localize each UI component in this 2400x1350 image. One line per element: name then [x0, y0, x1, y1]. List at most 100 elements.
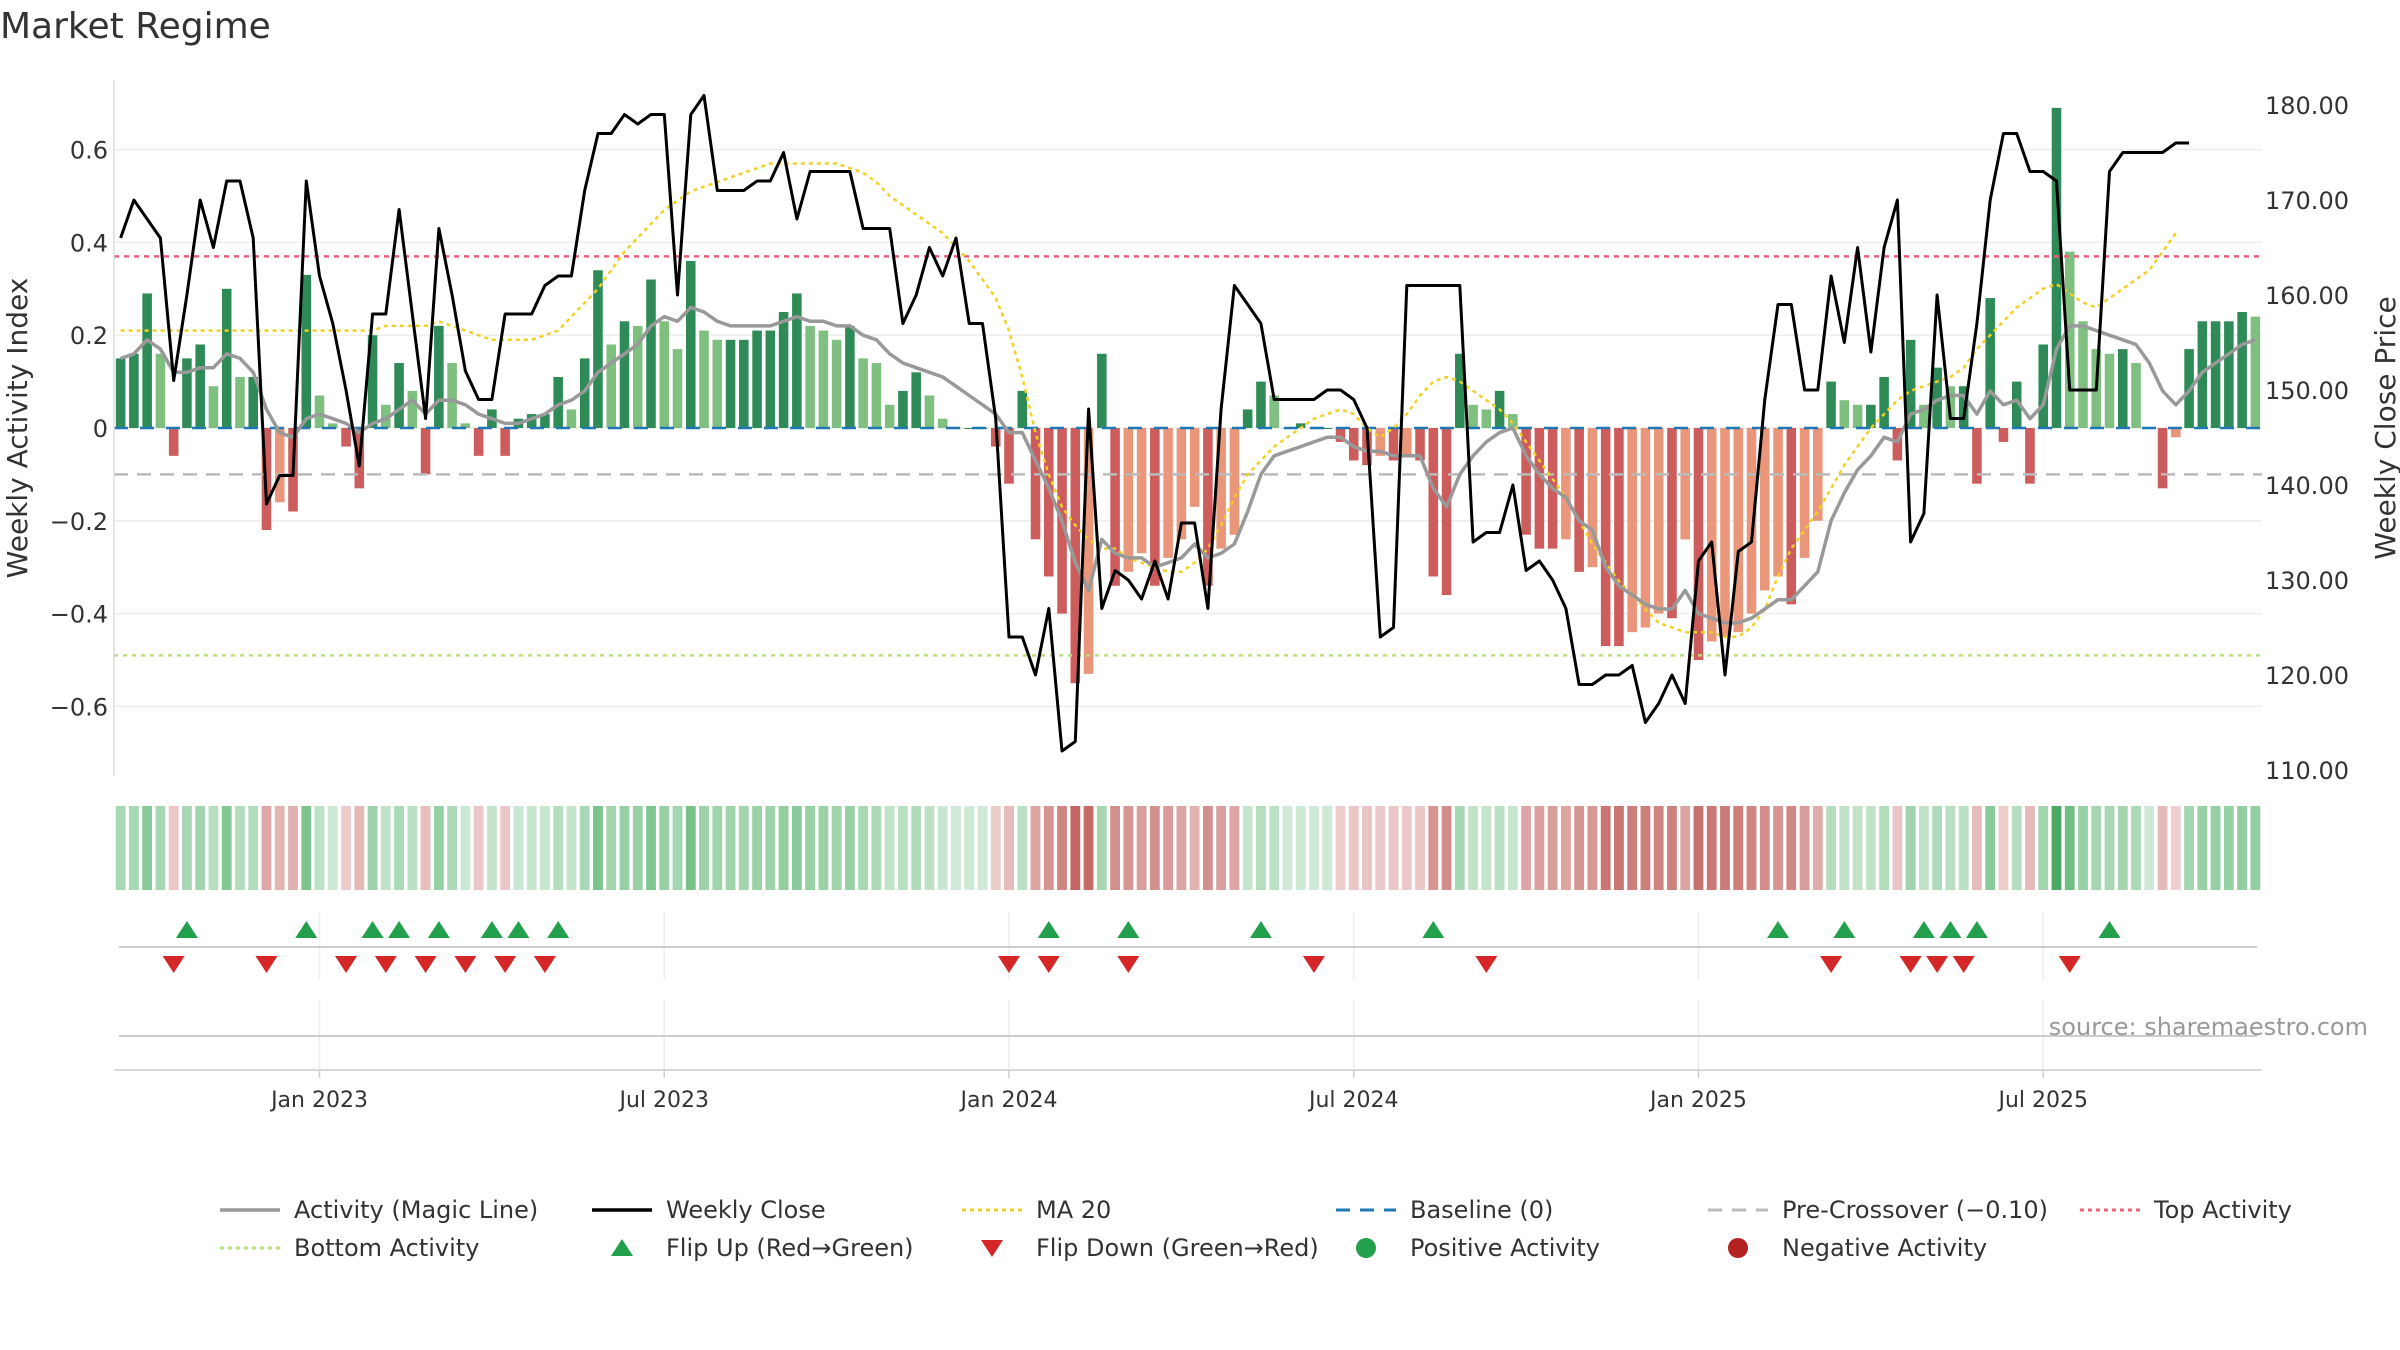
regime-cell [261, 806, 272, 890]
regime-cell [1812, 806, 1823, 890]
activity-bar [1905, 339, 1916, 428]
flip-down-marker [162, 956, 185, 973]
activity-bar [1468, 404, 1478, 428]
regime-cell [1494, 806, 1505, 890]
activity-bar [1826, 381, 1836, 428]
activity-bar [593, 270, 603, 428]
regime-cell [235, 806, 245, 890]
legend-item: Bottom Activity [220, 1234, 479, 1262]
activity-bar [1044, 428, 1054, 577]
grid-layer [114, 148, 2262, 708]
regime-cell [844, 806, 855, 890]
regime-cell [1799, 806, 1810, 890]
flip-down-marker [374, 956, 397, 973]
activity-bar [2078, 321, 2088, 428]
legend-item: MA 20 [962, 1196, 1111, 1224]
flip-down-marker [414, 956, 437, 973]
flip-down-marker [1820, 956, 1843, 973]
legend-item: Negative Activity [1708, 1234, 1987, 1262]
activity-bar [168, 428, 179, 456]
regime-cell [646, 806, 656, 890]
activity-bar [911, 372, 921, 428]
legend-label: Pre-Crossover (−0.10) [1782, 1196, 2049, 1224]
regime-cell [1083, 806, 1094, 890]
regime-cell [1229, 806, 1240, 890]
activity-bar [1614, 428, 1624, 647]
regime-cell [752, 806, 762, 890]
activity-bar [394, 363, 404, 428]
regime-cell [341, 806, 351, 890]
regime-cell [1057, 806, 1067, 890]
activity-bar [2011, 381, 2022, 428]
regime-cell [685, 806, 696, 890]
regime-cell [2051, 806, 2062, 890]
flip-down-marker [1037, 956, 1060, 973]
regime-cell [1401, 806, 1412, 890]
flip-down-marker [1117, 956, 1140, 973]
activity-bar [1746, 428, 1757, 614]
activity-bar [739, 339, 749, 428]
regime-cell [1958, 806, 1969, 890]
regime-cell [1945, 806, 1956, 890]
activity-bar [301, 274, 312, 428]
regime-cell [447, 806, 458, 890]
activity-bar [1322, 428, 1332, 429]
regime-cell [1136, 806, 1147, 890]
regime-cell [1428, 806, 1439, 890]
activity-bar [924, 395, 935, 428]
regime-cell [327, 806, 338, 890]
activity-bar [1852, 404, 1863, 428]
regime-cell [778, 806, 789, 890]
legend-label: Top Activity [2154, 1196, 2292, 1224]
activity-bar [248, 376, 258, 428]
activity-bar [1534, 428, 1545, 549]
right-tick-label: 120.00 [2265, 662, 2349, 690]
regime-cell [1454, 806, 1465, 890]
activity-bar [1667, 428, 1677, 619]
right-tick-label: 110.00 [2265, 757, 2349, 785]
regime-cell [500, 806, 511, 890]
flip-up-marker [1422, 921, 1445, 938]
regime-cell [1640, 806, 1651, 890]
activity-bar [1017, 390, 1028, 428]
regime-cell [884, 806, 895, 890]
activity-bar [2210, 321, 2221, 428]
regime-cell [1998, 806, 2009, 890]
regime-cell [791, 806, 802, 890]
regime-cell [407, 806, 418, 890]
activity-bar [500, 428, 510, 456]
activity-bar [526, 414, 537, 428]
activity-bar [1640, 428, 1651, 628]
regime-cell [1256, 806, 1266, 890]
activity-bar [1030, 428, 1041, 540]
regime-cell [1706, 806, 1717, 890]
activity-bar [1760, 428, 1770, 591]
regime-cell [765, 806, 776, 890]
activity-bar [619, 321, 630, 428]
activity-bar [1587, 428, 1598, 568]
regime-cell [1375, 806, 1386, 890]
dotted-pink-line [2080, 1198, 2140, 1222]
regime-cell [1070, 806, 1081, 890]
activity-bar [1004, 428, 1014, 484]
regime-cell [1481, 806, 1492, 890]
regime-cell [2144, 806, 2155, 890]
activity-bar [1229, 428, 1240, 535]
regime-cell [619, 806, 630, 890]
activity-bar [1295, 423, 1306, 428]
regime-cell [460, 806, 471, 890]
regime-cell [221, 806, 232, 890]
regime-cell [367, 806, 378, 890]
regime-cell [1309, 806, 1319, 890]
flip-down-marker [2058, 956, 2081, 973]
activity-bar [2051, 107, 2062, 428]
flip-up-marker [427, 921, 450, 938]
regime-cell [858, 806, 869, 890]
flip-up-marker [1965, 921, 1988, 938]
activity-bar [1402, 428, 1412, 456]
y-axis-right-label: Weekly Close Price [2369, 296, 2400, 559]
left-tick-label: −0.4 [50, 601, 108, 629]
flip-down-marker [255, 956, 278, 973]
y-axis-left-label: Weekly Activity Index [1, 278, 34, 579]
activity-bar [1866, 404, 1876, 428]
